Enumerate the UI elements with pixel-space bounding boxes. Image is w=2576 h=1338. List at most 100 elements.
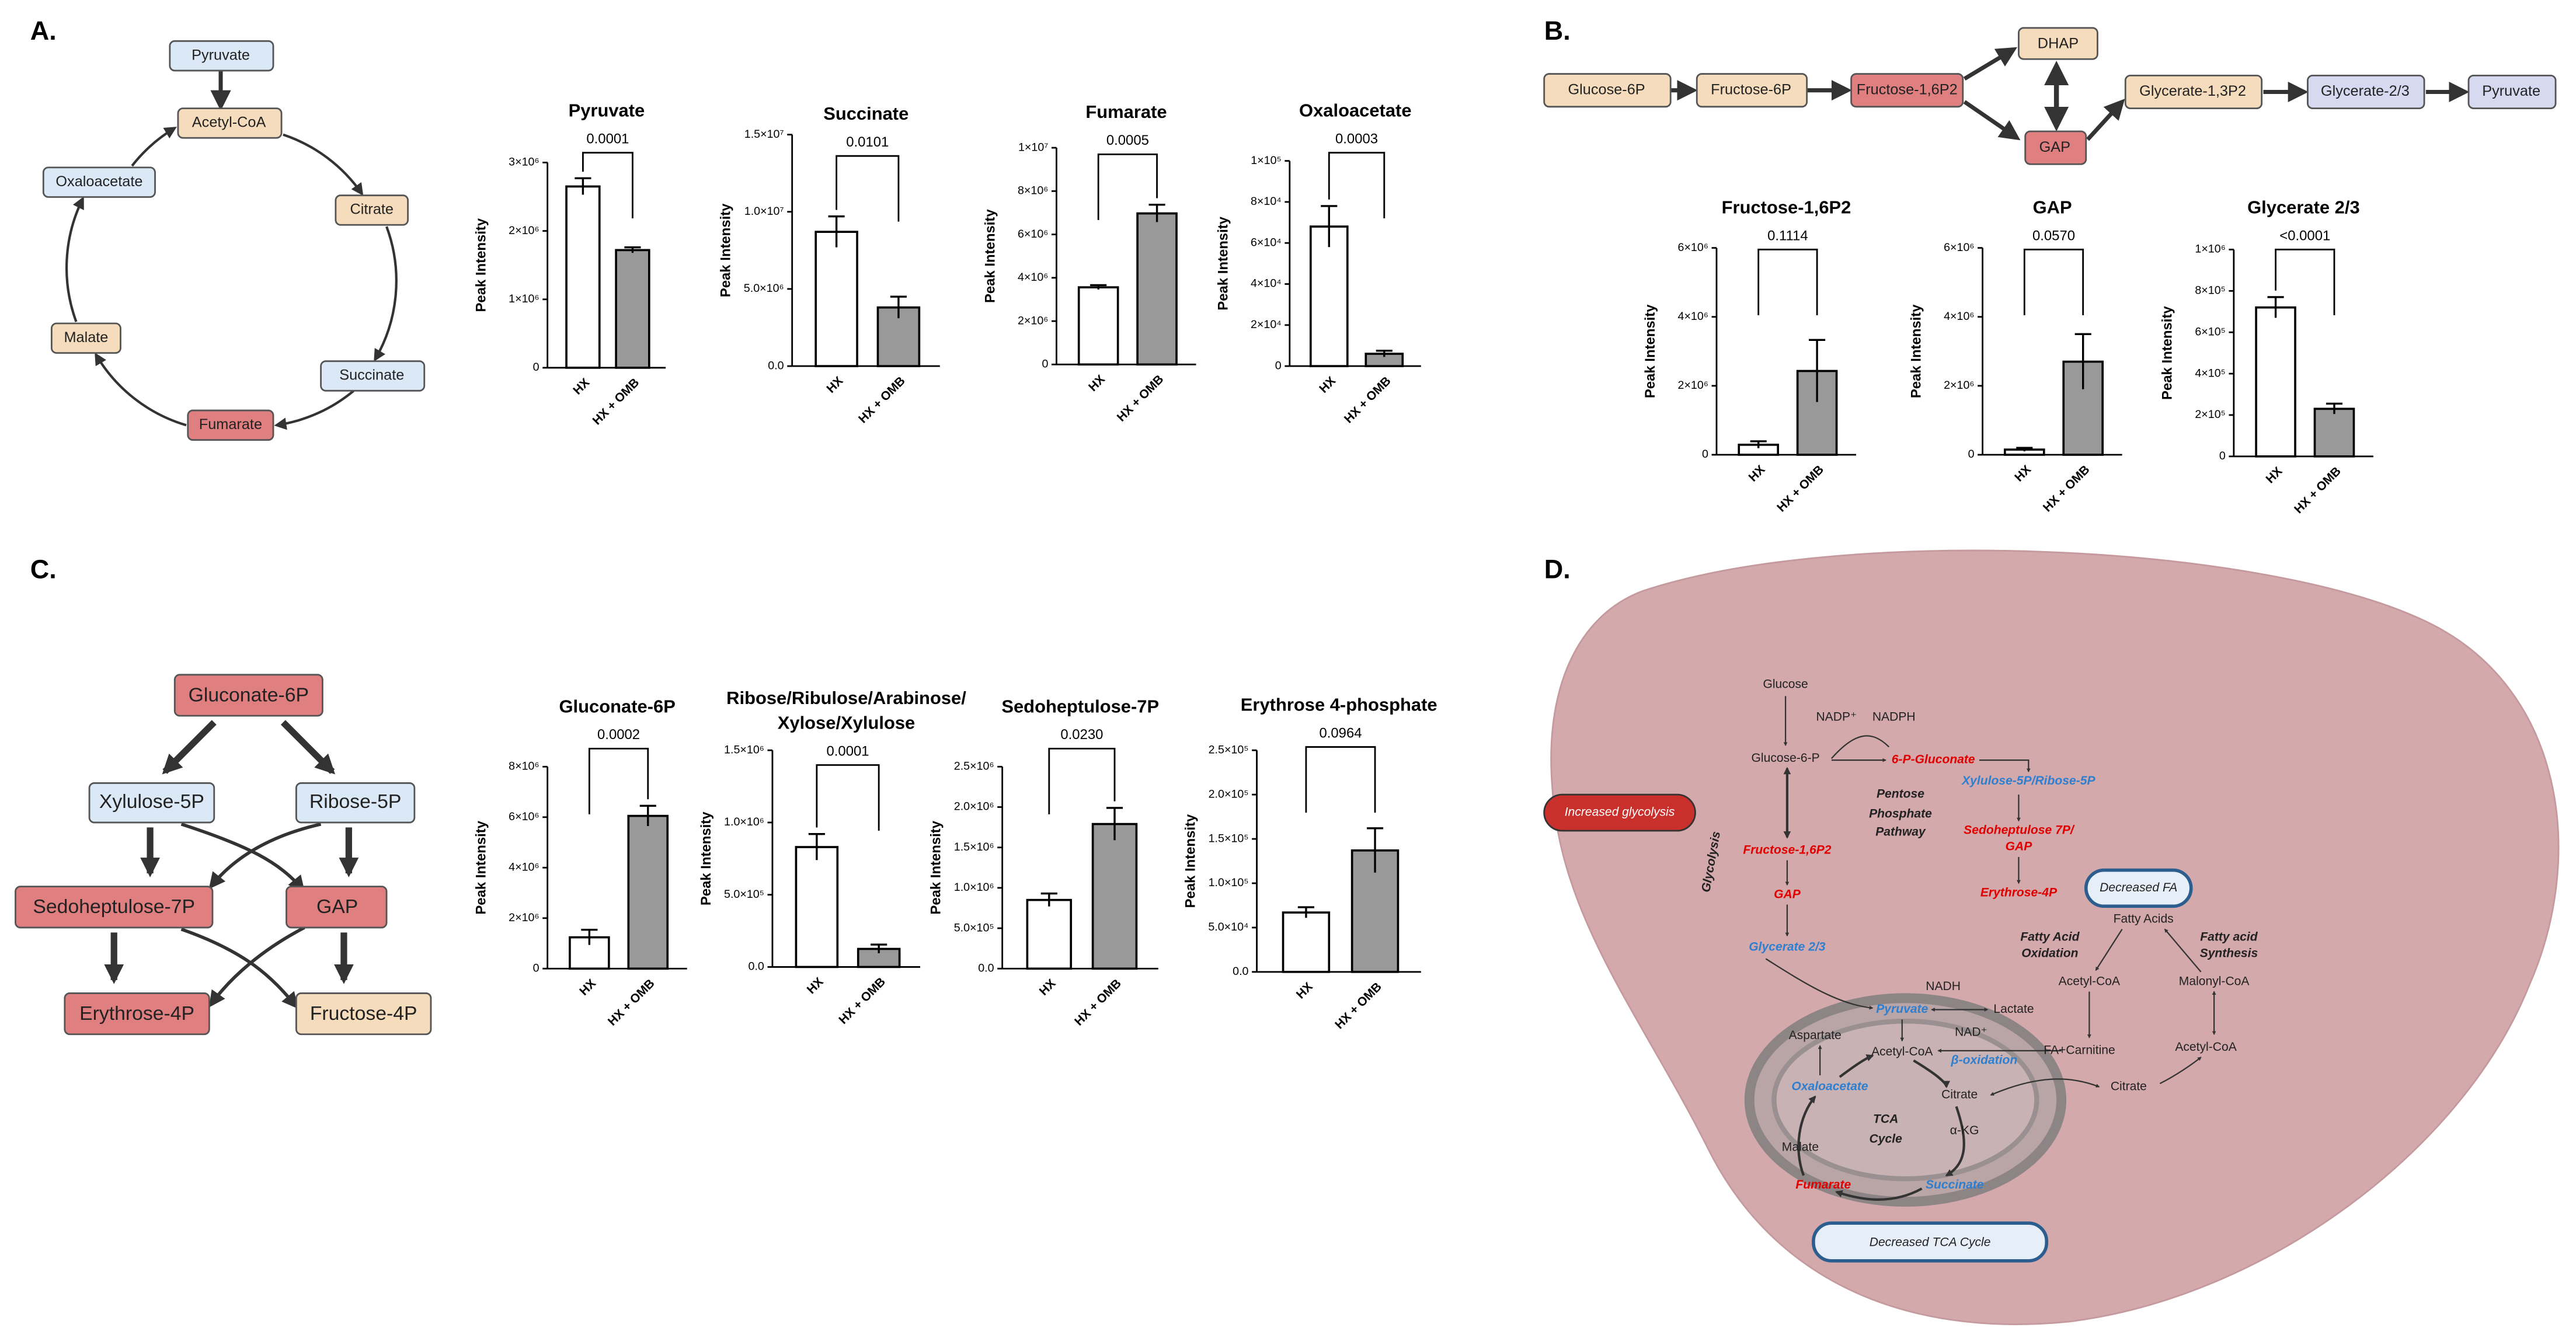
- significance-bracket: [836, 155, 900, 222]
- y-tick-label: 4×10⁵: [2195, 367, 2225, 379]
- y-tick-label: 5.0×10⁴: [1208, 921, 1248, 933]
- y-tick-label: 4×10⁶: [1944, 310, 1974, 323]
- node-label: Fructose-4P: [310, 1002, 417, 1025]
- glycolysis-diagram: Glucose-6P Fructose-6P Fructose-1,6P2 DH…: [1543, 27, 2557, 165]
- y-tick-label: 0.0: [749, 960, 764, 973]
- y-tick-label: 4×10⁶: [1678, 310, 1708, 323]
- node-box: [88, 782, 215, 824]
- significance-bracket: [582, 152, 633, 219]
- x-tick-label: HX + OMB: [1332, 980, 1384, 1032]
- pathway-label: β-oxidation: [1951, 1053, 2018, 1067]
- metabolite-label: Acetyl-CoA: [1871, 1045, 1933, 1058]
- y-tick-label: 4×10⁴: [1251, 277, 1282, 290]
- node-label: Erythrose-4P: [79, 1002, 194, 1025]
- y-tick-label: 6×10⁵: [2195, 325, 2225, 338]
- bar-chart: Fructose-1,6P2 0 2×10⁶ 4×10⁶ 6×10⁶ Peak Inten…: [1642, 197, 1857, 515]
- x-tick-label: HX + OMB: [1342, 374, 1394, 426]
- metabolite-label: Glycerate 2/3: [1749, 940, 1826, 953]
- metabolite-label: GAP: [2006, 840, 2033, 853]
- node-label: GAP: [316, 896, 358, 918]
- y-axis-label: Peak Intensity: [1216, 216, 1231, 310]
- y-tick-label: 1.5×10⁵: [1209, 832, 1249, 845]
- arrow: [274, 389, 355, 430]
- metabolite-label: Malate: [1782, 1140, 1819, 1154]
- y-axis-label: Peak Intensity: [1642, 304, 1658, 398]
- error-bar: [1376, 350, 1393, 357]
- error-bar: [1297, 906, 1314, 918]
- node-box: [64, 992, 210, 1036]
- error-bar: [1148, 204, 1165, 222]
- metabolite-label: Aspartate: [1789, 1029, 1842, 1042]
- x-tick-label: HX + OMB: [1774, 463, 1826, 515]
- ppp-diagram: Gluconate-6P Xylulose-5P Ribose-5P Sedoh…: [15, 674, 432, 1036]
- node-label: GAP: [2039, 139, 2070, 155]
- x-tick-label: HX + OMB: [2041, 463, 2093, 515]
- metabolite-label: Xylulose-5P/Ribose-5P: [1961, 774, 2095, 788]
- x-tick-label: HX: [1086, 372, 1108, 394]
- pathway-label: Synthesis: [2200, 947, 2258, 960]
- chart-title: Succinate: [823, 103, 908, 124]
- arrow: [1765, 958, 1874, 1010]
- p-value: 0.0001: [586, 131, 629, 147]
- node-label: Acetyl-CoA: [192, 114, 266, 131]
- y-tick-label: 5.0×10⁵: [954, 921, 994, 934]
- y-tick-label: 3×10⁶: [509, 156, 539, 169]
- y-tick-label: 0: [1042, 358, 1048, 371]
- metabolite-label: Succinate: [1926, 1178, 1984, 1191]
- arrow: [1913, 1059, 1951, 1089]
- y-tick-label: 8×10⁵: [2195, 284, 2225, 297]
- y-tick-label: 4×10⁶: [1018, 271, 1048, 284]
- bar: [1136, 212, 1178, 366]
- y-tick-label: 6×10⁶: [509, 810, 539, 823]
- metabolite-label: Oxaloacetate: [1791, 1079, 1868, 1093]
- node-box: [15, 886, 214, 929]
- node-box: [169, 40, 274, 72]
- bar-chart: Oxaloacetate 0 2×10⁴ 4×10⁴ 6×10⁴ 8×10⁴ 1×10⁵ Pe…: [1216, 100, 1421, 426]
- bar: [627, 814, 669, 970]
- p-value: 0.0005: [1106, 133, 1149, 148]
- node-box: [1850, 73, 1964, 108]
- chart-title: GAP: [2033, 197, 2072, 217]
- x-tick-label: HX: [2264, 465, 2285, 486]
- metabolite-label: Sedoheptulose 7P/: [1964, 824, 2075, 837]
- arrow: [1831, 735, 1890, 759]
- error-bar: [2074, 333, 2091, 389]
- pathway-label: Pentose: [1877, 788, 1924, 801]
- error-bar: [575, 177, 591, 195]
- bar-chart: Ribose/Ribulose/Arabinose/Xylose/Xylulos…: [698, 688, 966, 1027]
- node-label: Glycerate-2/3: [2321, 83, 2410, 99]
- x-tick-label: HX: [1294, 980, 1315, 1002]
- chart-title: Gluconate-6P: [559, 696, 676, 716]
- y-tick-label: 6×10⁶: [1944, 241, 1974, 254]
- significance-bracket: [1328, 152, 1386, 219]
- pathway-label: Oxidation: [2021, 947, 2078, 960]
- y-tick-label: 1×10⁷: [1018, 141, 1048, 154]
- node-box: [1696, 73, 1808, 108]
- x-tick-label: HX: [805, 975, 826, 996]
- node-box: [187, 409, 274, 441]
- node-label: Oxaloacetate: [55, 173, 142, 190]
- y-tick-label: 5.0×10⁵: [724, 888, 764, 901]
- pathway-label: Phosphate: [1869, 807, 1932, 820]
- pathway-label: Fatty Acid: [2020, 930, 2080, 943]
- y-tick-label: 2×10⁶: [509, 224, 539, 237]
- y-tick-label: 2.0×10⁵: [1209, 788, 1249, 800]
- pathway-label: Pathway: [1875, 825, 1926, 838]
- x-tick-label: HX: [1746, 463, 1768, 485]
- metabolite-label: NADH: [1926, 980, 1961, 993]
- pill: [2084, 868, 2193, 908]
- arrow: [2159, 1057, 2202, 1085]
- x-tick-label: HX + OMB: [1072, 977, 1124, 1029]
- y-tick-label: 0: [1702, 448, 1708, 461]
- y-tick-label: 4×10⁶: [509, 860, 539, 873]
- metabolite-label: Fructose-1,6P2: [1743, 843, 1831, 856]
- arrow: [2086, 99, 2125, 141]
- significance-bracket: [1757, 249, 1818, 315]
- error-bar: [890, 295, 907, 319]
- bar: [1282, 911, 1331, 973]
- y-tick-label: 1.5×10⁶: [954, 841, 994, 853]
- significance-bracket: [2023, 249, 2084, 315]
- metabolite-label: Malonyl-CoA: [2179, 974, 2250, 988]
- bar-chart: Gluconate-6P 0 2×10⁶ 4×10⁶ 6×10⁶ 8×10⁶ Peak In…: [473, 696, 687, 1029]
